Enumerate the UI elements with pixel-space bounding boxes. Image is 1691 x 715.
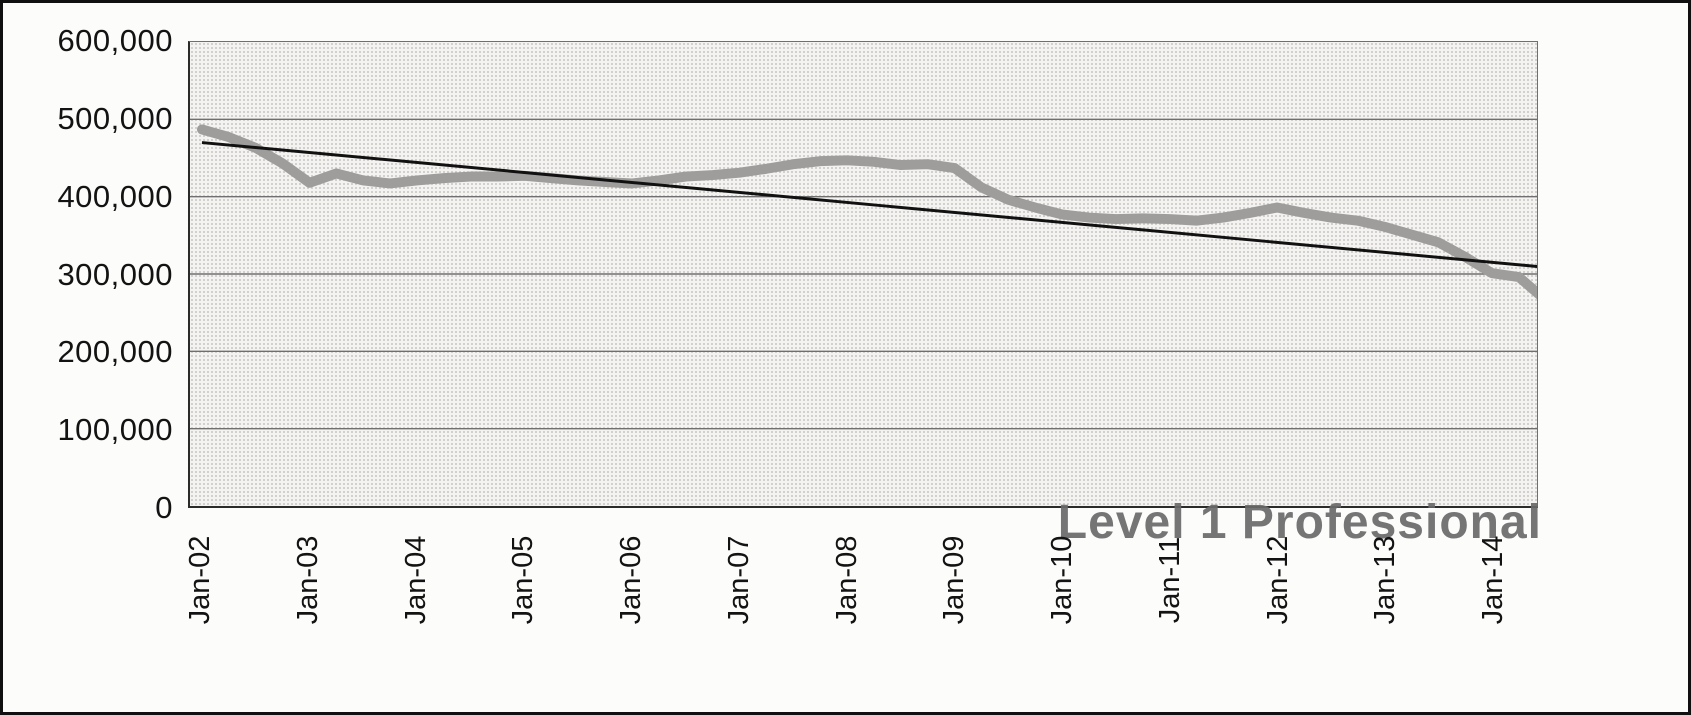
x-axis-tick-label: Jan-05 [507,535,540,625]
y-axis-tick-label: 300,000 [57,256,173,292]
x-axis-tick-label: Jan-07 [722,535,755,625]
x-axis-tick-label: Jan-11 [1153,536,1186,624]
x-axis-tick-label: Jan-10 [1046,535,1078,625]
x-axis-tick-label: Jan-14 [1477,535,1509,625]
y-axis-tick-label: 600,000 [57,23,173,58]
y-axis-tick-label: 100,000 [57,412,173,448]
y-axis-tick-label: 200,000 [57,334,173,370]
plot-area [188,41,1538,508]
x-axis-tick-label: Jan-09 [938,535,971,625]
trend-line [201,141,1537,269]
x-axis-tick-label: Jan-12 [1261,535,1294,625]
x-axis-tick-label: Jan-04 [399,535,432,625]
chart-svg [190,118,1537,430]
x-axis-tick-label: Jan-13 [1369,535,1402,625]
y-axis-tick-label: 0 [155,490,173,525]
y-axis-tick-label: 400,000 [57,178,173,214]
y-axis-tick-label: 500,000 [57,100,173,136]
x-axis-tick-label: Jan-06 [615,535,647,625]
x-axis-tick-label: Jan-03 [291,535,324,625]
series-line [196,124,1537,300]
x-axis-tick-label: Jan-02 [184,535,216,625]
x-axis-tick-label: Jan-08 [830,535,863,625]
series-label: Level 1 Professional [1057,496,1542,549]
